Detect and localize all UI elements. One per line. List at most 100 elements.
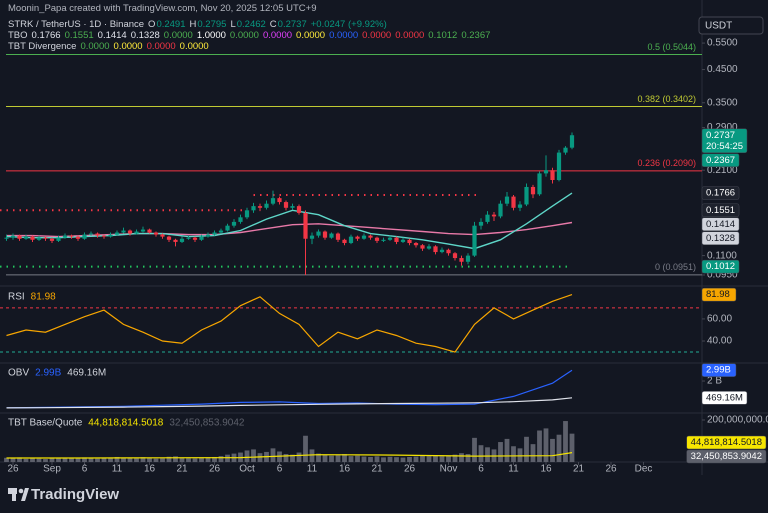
candle-body — [10, 235, 16, 238]
price-label-text: 0.1328 — [706, 233, 735, 244]
candle-body — [212, 232, 217, 235]
price-label-box — [701, 128, 748, 153]
volume-bar — [368, 456, 373, 462]
candle-body — [381, 239, 386, 241]
study-value: 1.0000 — [196, 30, 226, 41]
x-tick-label: Nov — [440, 464, 458, 475]
candle-body — [478, 221, 484, 226]
candle-body — [530, 186, 536, 195]
volume-bar — [355, 455, 360, 462]
price-label-text: 0.1012 — [706, 261, 735, 272]
candle-body — [296, 206, 302, 213]
y-tick-label: 0.3500 — [707, 97, 738, 108]
volume-bar — [452, 454, 458, 462]
candle-body — [543, 170, 549, 174]
x-tick-label: 26 — [404, 464, 416, 475]
price-label-box — [701, 186, 740, 200]
countdown: 20:54:25 — [706, 141, 743, 152]
volume-bar — [166, 456, 172, 462]
x-tick-label: 26 — [7, 464, 19, 475]
candle-body — [290, 206, 295, 208]
volume-bar — [134, 458, 139, 462]
volume-bar — [62, 458, 68, 462]
candle-body — [56, 237, 61, 241]
candle-body — [166, 236, 172, 240]
y-tick-label: 0.0950 — [707, 270, 738, 281]
volume-bar — [296, 452, 302, 462]
logo-mark — [18, 488, 24, 494]
volume-bar — [439, 456, 445, 462]
x-tick-label: 16 — [339, 464, 351, 475]
logo-text: TradingView — [31, 486, 119, 503]
volume-bar — [23, 458, 29, 462]
volume-bar — [426, 456, 432, 462]
price-label: 81.98 — [701, 287, 737, 302]
pane-legend-value: 469.16M — [67, 368, 106, 379]
candle-body — [504, 196, 510, 204]
logo-mark — [21, 488, 29, 501]
candle-body — [374, 237, 380, 241]
volume-bar — [160, 458, 165, 462]
study-legend: TBT Divergence 0.0000 0.0000 0.0000 0.0000 — [8, 41, 494, 52]
volume-bar — [225, 454, 230, 462]
x-tick-label: 26 — [605, 464, 617, 475]
pane-legend-value: 2.99B — [35, 368, 61, 379]
study-value: 0.0000 — [179, 41, 209, 52]
y-tick-label: 40.00 — [707, 336, 732, 347]
candle-body — [17, 235, 22, 239]
y-tick-label: 0.4500 — [707, 64, 738, 75]
candle-body — [283, 202, 289, 208]
average-line — [6, 452, 573, 459]
candle-body — [147, 229, 152, 233]
price-label-text: 2.99B — [706, 365, 731, 376]
candle-body — [355, 236, 360, 239]
candle-body — [387, 237, 393, 240]
ohlc-key: H — [189, 19, 197, 30]
volume-bar — [101, 458, 107, 462]
candle-body — [472, 225, 477, 256]
price-label: 0.1012 — [701, 259, 740, 274]
price-label: 0.1328 — [701, 231, 740, 245]
x-tick-label: 6 — [478, 464, 484, 475]
price-label: 0.1766 — [701, 186, 740, 200]
price-label-text: 0.2367 — [706, 155, 735, 166]
price-label: 32,450,853.9042 — [686, 449, 767, 464]
volume-bar — [36, 458, 42, 462]
candle-body — [23, 236, 29, 239]
volume-bar — [329, 455, 334, 462]
volume-bar — [550, 438, 555, 462]
study-legend: TBO 0.1766 0.1551 0.1414 0.1328 0.0000 1.0000 0… — [8, 30, 494, 41]
volume-bar — [290, 454, 295, 462]
legend-row: STRK / TetherUS · 1D · Binance O0.2491 H0.… — [8, 19, 391, 30]
currency-box[interactable] — [698, 16, 764, 35]
candle-body — [348, 236, 354, 244]
volume-bar — [173, 456, 178, 462]
x-tick-label: 6 — [82, 464, 88, 475]
study-value: 0.0000 — [296, 30, 326, 41]
price-label: 0.1414 — [701, 217, 740, 231]
level-label: 0.382 (0.3402) — [637, 94, 696, 104]
volume-bar — [478, 445, 484, 462]
x-tick-label: 11 — [112, 464, 123, 475]
price-label-text: 81.98 — [706, 289, 730, 300]
credit: Moonin_Papa created with TradingView.com… — [8, 3, 317, 14]
ohlc-value: 0.2737 — [277, 19, 307, 30]
price-label: 0.2367 — [701, 153, 740, 167]
price-label-text: 0.2737 — [706, 130, 735, 141]
candle-body — [218, 230, 224, 233]
volume-bar — [420, 455, 425, 462]
volume-bar — [75, 457, 81, 462]
volume-bar — [121, 457, 126, 462]
price-label-box — [701, 153, 740, 167]
volume-bar — [88, 458, 94, 462]
study-value: 0.0000 — [262, 30, 293, 41]
study-value: 0.1328 — [130, 30, 160, 41]
study-value: 0.0000 — [229, 30, 259, 41]
volume-bar — [199, 458, 204, 462]
volume-bar — [433, 455, 438, 462]
y-tick-label: 0.2100 — [707, 165, 738, 176]
level-label: 0.5 (0.5044) — [647, 42, 696, 52]
candle-body — [244, 210, 250, 218]
price-label-text: 0.1551 — [706, 205, 735, 216]
x-tick-label: Dec — [635, 464, 653, 475]
